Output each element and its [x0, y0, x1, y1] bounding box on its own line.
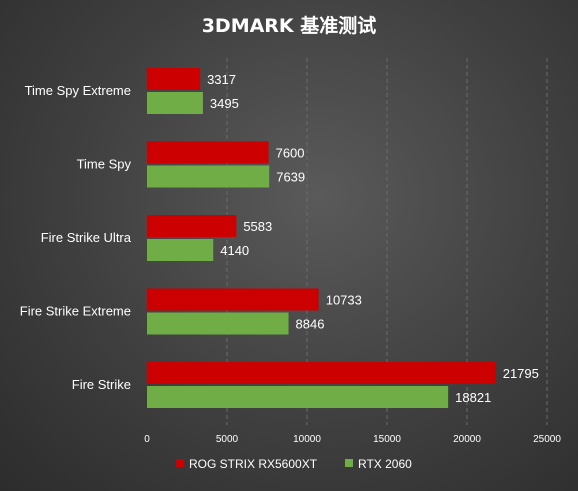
bar: [147, 362, 496, 384]
data-label: 3495: [210, 96, 239, 111]
x-tick-label: 0: [144, 434, 150, 445]
bar: [147, 141, 269, 164]
bar: [147, 386, 449, 408]
data-label: 7600: [276, 146, 305, 161]
legend-label: ROG STRIX RX5600XT: [189, 457, 318, 471]
category-label: Fire Strike Extreme: [20, 304, 131, 319]
data-label: 8846: [296, 317, 325, 332]
data-label: 3317: [207, 72, 236, 87]
legend: ROG STRIX RX5600XT RTX 2060: [176, 457, 412, 471]
data-label: 4140: [220, 243, 249, 258]
data-label: 18821: [455, 390, 491, 405]
x-tick-label: 20000: [453, 434, 481, 445]
labels: 0 5000 10000 15000 20000 25000 Time Spy Extrem…: [20, 72, 562, 445]
bar: [147, 239, 214, 261]
legend-swatch: [345, 459, 353, 467]
bar: [147, 165, 270, 188]
category-label: Time Spy: [77, 157, 132, 172]
x-tick-label: 5000: [216, 434, 239, 445]
bar: [147, 312, 289, 335]
grid-lines: [226, 58, 548, 425]
data-label: 7639: [276, 170, 305, 185]
data-label: 21795: [503, 366, 539, 381]
x-tick-label: 15000: [373, 434, 401, 445]
legend-label: RTX 2060: [358, 457, 412, 471]
bar: [147, 215, 237, 237]
data-label: 5583: [243, 219, 272, 234]
bar: [147, 68, 201, 90]
chart-title: 3DMARK 基准测试: [202, 14, 377, 37]
bars: [147, 68, 496, 408]
x-tick-label: 25000: [533, 434, 561, 445]
bar: [147, 288, 319, 311]
category-label: Time Spy Extreme: [25, 83, 131, 98]
legend-swatch: [176, 459, 184, 467]
category-label: Fire Strike Ultra: [41, 230, 132, 245]
data-label: 10733: [326, 293, 362, 308]
x-tick-label: 10000: [293, 434, 321, 445]
category-label: Fire Strike: [72, 377, 131, 392]
bar: [147, 92, 203, 114]
